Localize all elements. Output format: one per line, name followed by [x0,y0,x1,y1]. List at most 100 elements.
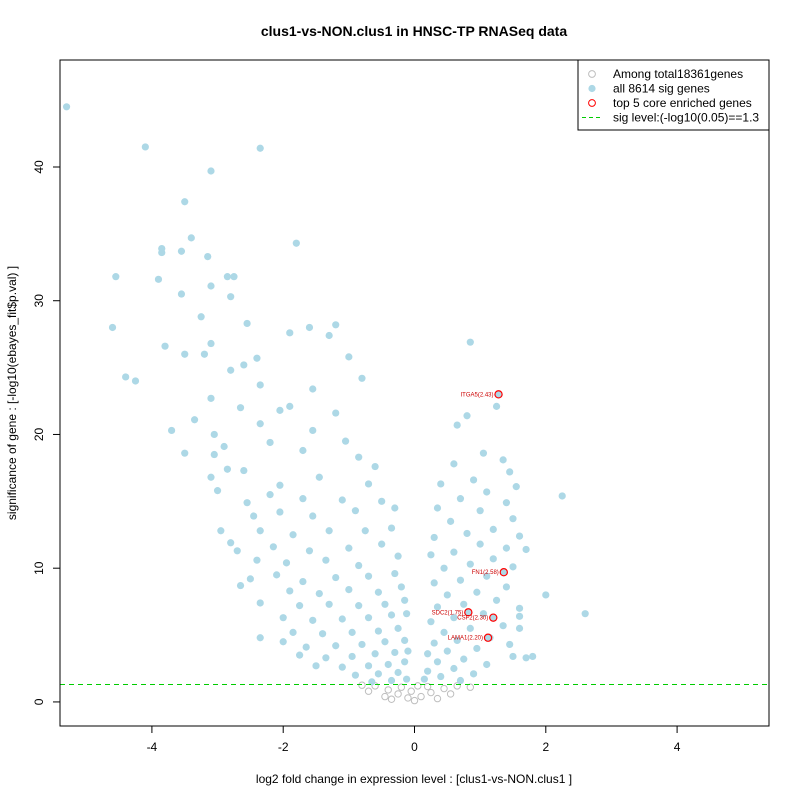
sig-point [348,652,356,661]
sig-point [558,492,566,500]
sig-point [213,487,222,495]
legend-label: all 8614 sig genes [613,82,710,96]
sig-point [279,638,287,646]
sig-point [515,624,524,632]
sig-point [473,644,481,653]
sig-point [345,585,353,594]
sig-point [233,547,241,555]
sig-point [581,610,589,618]
sig-point [345,353,353,361]
sig-point [269,543,277,551]
sig-point [469,670,478,678]
sig-point [190,416,199,424]
sig-point [387,611,396,619]
legend-label: Among total18361genes [613,67,743,81]
sig-point [246,575,254,583]
sig-point [473,588,481,596]
core-gene-marker [499,568,508,577]
nonsig-point [394,690,402,698]
sig-point [227,366,235,374]
x-tick-label: 0 [411,740,418,754]
sig-point [401,636,409,645]
sig-point [427,551,435,559]
core-gene-label: LAMA1(2.20) [448,636,483,642]
sig-point [141,143,149,151]
sig-point [433,658,442,666]
sig-point [479,449,488,457]
sig-point [433,603,442,611]
nonsig-point [433,694,442,703]
sig-point [322,654,330,662]
core-gene-label: CSF2(2.30) [457,616,488,622]
sig-point [381,638,389,646]
y-tick-label: 20 [32,427,46,441]
sig-point [332,573,340,582]
sig-point [364,614,373,622]
sig-point [325,600,333,608]
sig-point [256,381,264,389]
sig-point [338,496,346,504]
nonsig-point [466,683,475,691]
legend-label: top 5 core enriched genes [613,96,752,110]
sig-point [420,675,428,683]
sig-point [332,321,340,329]
sig-point [299,495,307,503]
sig-point [374,588,382,596]
sig-point [256,634,264,642]
sig-point [266,491,274,499]
sig-point [256,420,264,428]
sig-point [440,564,448,572]
core-gene-marker [483,633,493,642]
sig-point [200,350,209,358]
plot-frame [59,59,770,727]
sig-point [443,591,451,599]
sig-point [447,517,455,525]
legend-marker [588,84,596,93]
sig-point [318,630,327,638]
sig-point [483,488,491,496]
sig-point [403,610,411,618]
sig-point [276,481,284,489]
sig-point [424,667,432,675]
sig-point [131,377,140,385]
sig-point [266,438,274,447]
nonsig-point [414,682,422,690]
x-tick-label: -4 [147,740,158,754]
nonsig-point [397,683,406,691]
sig-point [401,658,409,666]
core-gene-label: SDC2(1.75) [432,610,464,616]
y-tick-label: 0 [32,698,46,705]
sig-point [315,473,323,481]
sig-point [374,627,382,635]
nonsig-point [427,688,435,697]
sig-point [384,660,392,669]
sig-point [456,676,465,685]
sig-point [515,612,524,620]
sig-point [207,167,215,175]
sig-point [483,660,491,669]
core-gene-marker [489,613,498,622]
sig-point [378,540,386,548]
sig-point [364,662,373,670]
sig-point [515,604,524,612]
nonsig-point [453,682,461,690]
nonsig-point [440,684,448,693]
sig-point [309,616,317,624]
sig-point [509,515,517,523]
sig-point [364,480,373,488]
sig-point [227,293,235,301]
nonsig-point [387,695,396,703]
core-gene-fill [489,614,497,622]
sig-point [289,628,297,636]
sig-point [223,465,232,473]
sig-point [476,507,484,515]
nonsig-point [381,692,389,701]
sig-point [181,350,189,358]
nonsig-point [417,692,425,701]
x-axis: -4 -2 0 2 4 [147,725,681,754]
nonsig-point [358,681,366,689]
sig-point [443,647,451,655]
sig-point [361,527,369,535]
sig-point [289,531,297,539]
